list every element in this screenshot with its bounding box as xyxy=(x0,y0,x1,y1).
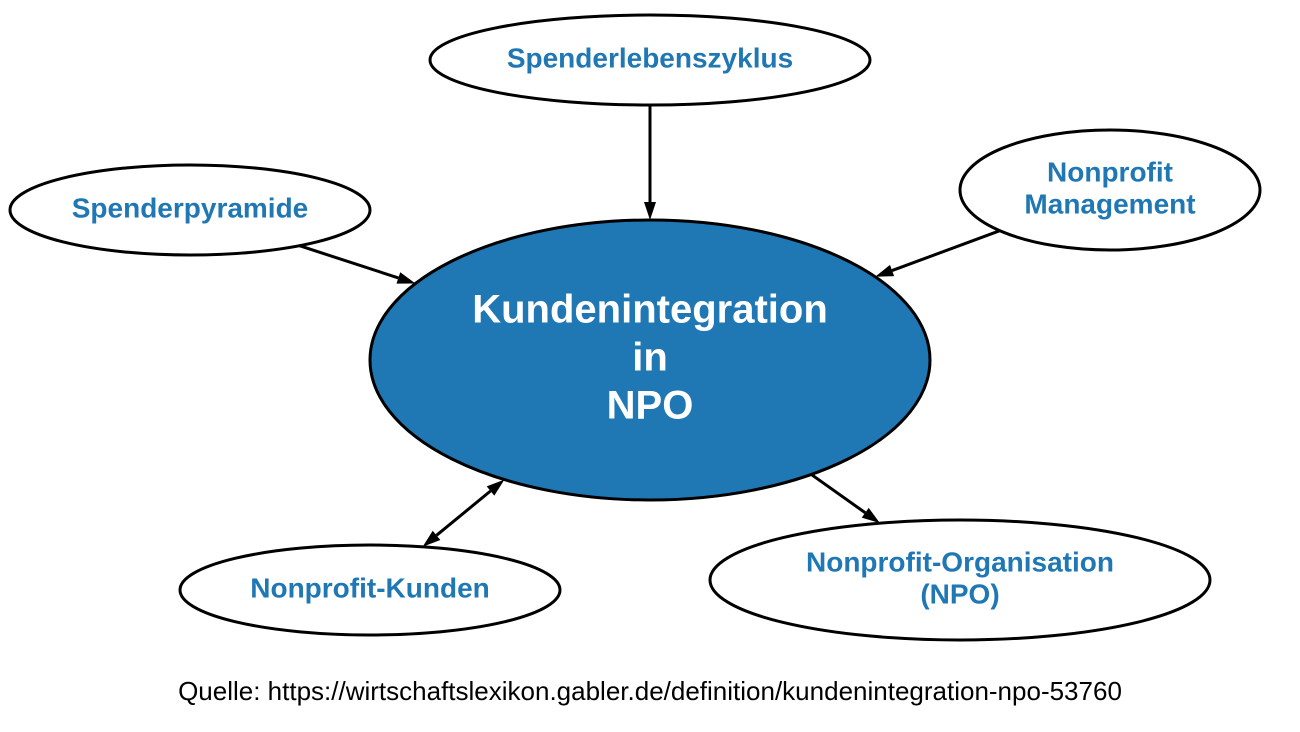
edge-line xyxy=(300,246,399,278)
arrowhead xyxy=(862,508,880,523)
arrowhead xyxy=(644,202,656,220)
node-nonprofit-organisation-label-line-0: Nonprofit-Organisation xyxy=(806,546,1114,577)
node-spenderlebenszyklus-label-line-0: Spenderlebenszyklus xyxy=(507,42,793,73)
node-center: KundenintegrationinNPO xyxy=(370,220,930,500)
concept-map-svg: KundenintegrationinNPO Spenderlebenszyklu… xyxy=(0,0,1300,732)
edge-spenderpyramide-to-center xyxy=(300,246,416,284)
arrowhead xyxy=(396,272,415,283)
edge-spenderlebenszyklus-to-center xyxy=(644,105,656,220)
node-spenderpyramide: Spenderpyramide xyxy=(10,165,370,255)
node-nonprofit-kunden-label: Nonprofit-Kunden xyxy=(250,572,490,603)
node-spenderpyramide-label: Spenderpyramide xyxy=(72,192,309,223)
edge-center-to-nonprofit-organisation xyxy=(811,474,880,523)
source-citation: Quelle: https://wirtschaftslexikon.gable… xyxy=(178,676,1122,706)
edge-center-to-nonprofit-kunden xyxy=(423,480,505,547)
node-spenderlebenszyklus-label: Spenderlebenszyklus xyxy=(507,42,793,73)
edge-line xyxy=(892,231,1000,271)
node-nonprofit-management-label: NonprofitManagement xyxy=(1024,156,1195,219)
node-nonprofit-management-label-line-0: Nonprofit xyxy=(1047,156,1173,187)
node-center-label-line-1: in xyxy=(632,336,668,380)
node-center-label-line-2: NPO xyxy=(607,384,694,428)
node-center-label-line-0: Kundenintegration xyxy=(472,288,828,332)
node-nonprofit-management-label-line-1: Management xyxy=(1024,188,1195,219)
nodes-layer: KundenintegrationinNPO Spenderlebenszyklu… xyxy=(10,15,1260,640)
node-nonprofit-organisation-label-line-1: (NPO) xyxy=(920,578,999,609)
node-nonprofit-management: NonprofitManagement xyxy=(960,130,1260,250)
edge-line xyxy=(437,491,491,535)
node-spenderpyramide-label-line-0: Spenderpyramide xyxy=(72,192,309,223)
node-spenderlebenszyklus: Spenderlebenszyklus xyxy=(430,15,870,105)
edge-nonprofit-management-to-center xyxy=(875,231,1000,277)
node-nonprofit-kunden: Nonprofit-Kunden xyxy=(180,545,560,635)
node-nonprofit-kunden-label-line-0: Nonprofit-Kunden xyxy=(250,572,490,603)
edge-line xyxy=(811,474,865,512)
node-nonprofit-organisation: Nonprofit-Organisation(NPO) xyxy=(710,520,1210,640)
arrowhead xyxy=(875,265,894,277)
